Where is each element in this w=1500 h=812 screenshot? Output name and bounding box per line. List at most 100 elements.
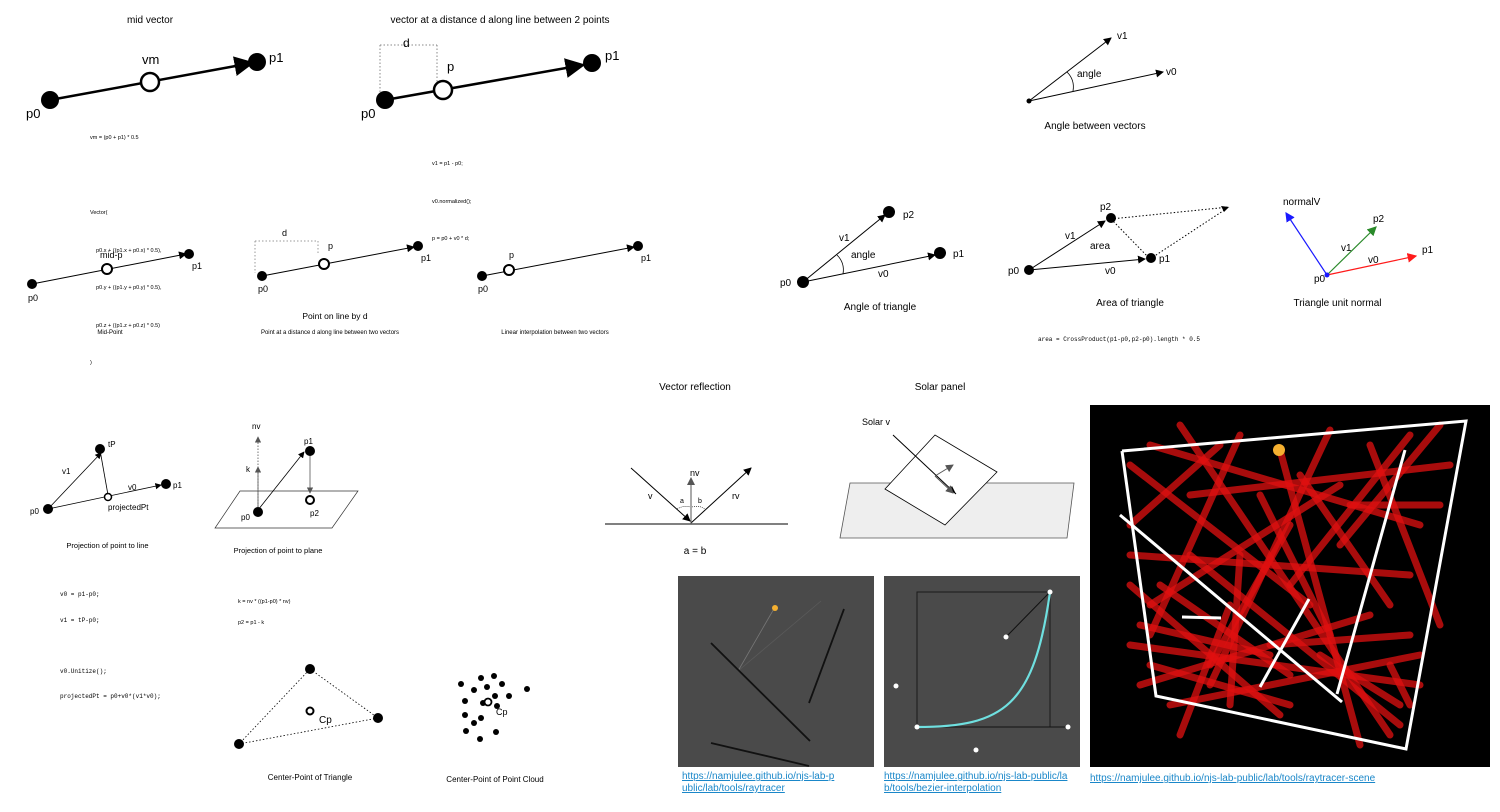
point-on-line-diagram: d p0 p p1 (254, 228, 431, 294)
p0-label: p0 (28, 293, 38, 303)
solar-diagram: Solar v (839, 417, 1075, 539)
v-arrow (630, 467, 691, 522)
angle-triangle-title: Angle of triangle (843, 302, 917, 313)
code-line: v1 = tP-p0; (60, 616, 100, 624)
reflection-title: Vector reflection (659, 382, 731, 393)
v1-label: v1 (62, 467, 71, 476)
code-line: p0.x + ((p1.x + p0.x) * 0.5), (90, 247, 162, 254)
link-line: https://namjulee.github.io/njs-lab-publi… (884, 771, 1068, 782)
ray-paths (1126, 421, 1454, 749)
p2-label: p2 (310, 509, 319, 518)
project-plane-title: Projection of point to plane (233, 546, 323, 555)
scene-walls (1119, 419, 1468, 751)
raytracer-scene-canvas (1119, 419, 1468, 751)
solar-ray (892, 434, 957, 495)
p0-label: p0 (361, 106, 375, 121)
rv-arrow (690, 467, 752, 524)
rv-label: rv (732, 491, 740, 501)
v0-label: v0 (1368, 255, 1379, 266)
p1-label: p1 (953, 249, 965, 260)
p-arrow (384, 58, 586, 102)
p1-label: p1 (269, 50, 283, 65)
raytracer-scene-link[interactable]: https://namjulee.github.io/njs-lab-publi… (1090, 773, 1376, 784)
cp-label: Cp (319, 715, 332, 726)
p0-label: p0 (26, 106, 40, 121)
raytracer-canvas (710, 600, 845, 767)
bezier-preview[interactable] (884, 576, 1080, 767)
p-point (432, 79, 454, 101)
p0-label: p0 (30, 507, 39, 516)
nv-label: nv (252, 422, 260, 431)
code-line: v0.normalized(); (432, 198, 472, 205)
p0-point (41, 91, 59, 109)
area-triangle-diagram: p0 p2 p1 v1 v0 area (1008, 202, 1230, 277)
unit-normal-title: Triangle unit normal (1293, 298, 1382, 309)
p0-label: p0 (258, 284, 268, 294)
bezier-canvas (893, 589, 1071, 753)
p-label: p (328, 241, 333, 251)
p1-label: p1 (641, 253, 651, 263)
p-label: p (447, 59, 454, 74)
p1-label: p1 (173, 481, 182, 490)
p1-label: p1 (1422, 245, 1434, 256)
angle-vectors-title: Angle between vectors (1044, 121, 1146, 132)
raytracer-preview[interactable] (678, 576, 874, 767)
bezier-curve (916, 591, 1052, 729)
p0-point (376, 91, 394, 109)
mid-vector-title: mid vector (126, 15, 174, 26)
mid-vector-code: vm = (p0 + p1) * 0.5 Vector( p0.x + ((p1… (90, 107, 162, 382)
p2-label: p2 (1373, 214, 1385, 225)
angle-label: angle (851, 250, 876, 261)
code-line: vm = (p0 + p1) * 0.5 (90, 135, 139, 141)
mid-point-title: Mid-Point (97, 330, 123, 336)
area-label: area (1090, 241, 1110, 252)
code-line (60, 642, 161, 651)
area-triangle-title: Area of triangle (1096, 298, 1164, 309)
distance-vector-title: vector at a distance d along line betwee… (390, 15, 610, 26)
code-line: p = p0 + v0 * d; (432, 236, 470, 242)
v0-label: v0 (878, 269, 889, 280)
code-line: v0.Unitize(); (60, 667, 107, 675)
angle-label: angle (1077, 69, 1102, 80)
v1-label: v1 (839, 233, 850, 244)
project-plane-diagram: nv k p0 p1 p2 (214, 422, 359, 529)
tp-label: tP (108, 440, 116, 449)
reflection-equation: a = b (683, 546, 707, 557)
v1-arrow (1326, 226, 1377, 276)
p0-label: p0 (478, 284, 488, 294)
vm-label: vm (142, 52, 159, 67)
v1-label: v1 (1341, 243, 1352, 254)
area-triangle-code: area = CrossProduct(p1-p0,p2-p0).length … (1038, 336, 1201, 343)
project-plane-code: k = nv * ((p1-p0) * nv) p2 = p1 - k (238, 585, 290, 634)
v1-label: v1 (1065, 231, 1076, 242)
d-label: d (403, 36, 410, 50)
raytracer-link[interactable]: https://namjulee.github.io/njs-lab-p ubl… (682, 771, 834, 795)
point-on-line-heading: Point on line by d (302, 311, 368, 321)
code-line: Vector( (90, 210, 108, 216)
b-label: b (698, 498, 702, 505)
raytracer-scene-preview[interactable] (1090, 405, 1490, 767)
v1-label: v1 (1117, 31, 1128, 42)
center-cloud-diagram: Cp (458, 673, 530, 742)
code-line: v1 = p1 - p0; (432, 161, 463, 167)
code-line: p0.z + ((p1.z + p0.z) * 0.5) (90, 322, 161, 329)
p0-label: p0 (1314, 274, 1326, 285)
cp-label: Cp (496, 707, 508, 717)
p1-point (248, 53, 266, 71)
projected-label: projectedPt (108, 503, 149, 512)
v-label: v (648, 491, 653, 501)
v0-label: v0 (128, 483, 137, 492)
v0-arrow (1326, 253, 1418, 276)
bezier-link[interactable]: https://namjulee.github.io/njs-lab-publi… (884, 771, 1067, 795)
p0-label: p0 (1008, 266, 1020, 277)
lerp-diagram: p0 p p1 (477, 241, 651, 294)
normal-arrow (1285, 211, 1328, 276)
p1-label: p1 (304, 437, 313, 446)
p2-label: p2 (1100, 202, 1112, 213)
p1-label: p1 (1159, 254, 1171, 265)
point-on-line-title: Point at a distance d along line between… (260, 330, 400, 336)
unit-normal-diagram: normalV p0 p2 p1 v1 v0 (1283, 197, 1434, 285)
code-line: v0 = p1-p0; (60, 591, 100, 598)
distance-vector-code: v1 = p1 - p0; v0.normalized(); p = p0 + … (432, 133, 471, 258)
d-label: d (282, 228, 287, 238)
